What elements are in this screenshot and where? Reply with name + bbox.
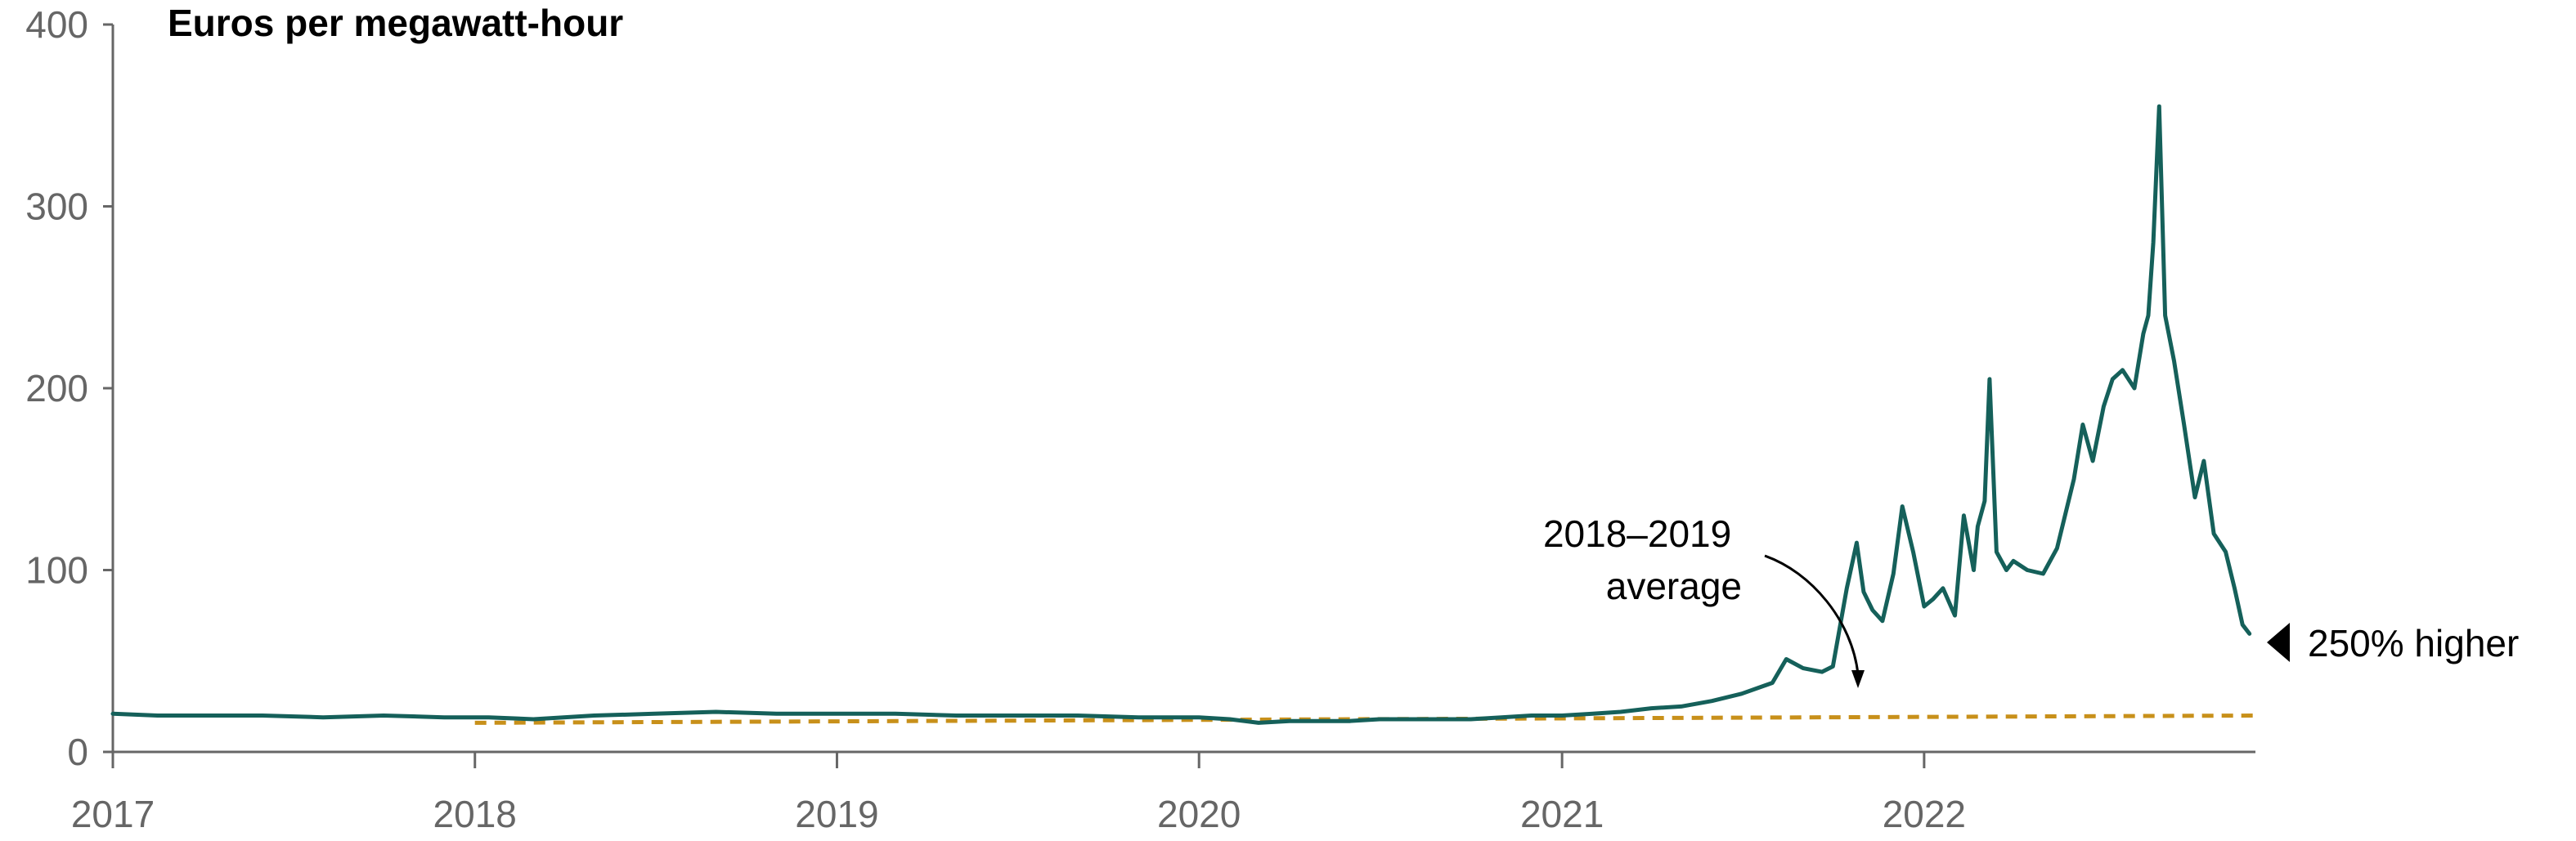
x-tick-label: 2017 [71,793,155,835]
y-tick-label: 400 [25,3,88,46]
x-ticks [111,752,1926,768]
average-annotation-arrow [1764,554,1860,675]
x-tick-label: 2020 [1157,793,1241,835]
x-tick-label: 2018 [433,793,517,835]
average-annotation-line-1: 2018–2019 [1543,512,1731,555]
y-tick-label: 100 [25,549,88,592]
change-annotation: 250% higher [2267,622,2519,664]
y-tick-labels: 0 100 200 300 400 [25,3,88,773]
series-layer [110,104,2256,725]
annotations: 2018–2019 average 250% higher [1543,512,2519,688]
x-tick-label: 2019 [795,793,878,835]
y-tick-label: 300 [25,186,88,228]
x-tick-label: 2021 [1520,793,1604,835]
change-annotation-label: 250% higher [2308,622,2519,664]
average-annotation-arrowhead [1851,670,1865,688]
x-tick-labels: 2017 2018 2019 2020 2021 2022 [71,793,1966,835]
average-annotation-label: 2018–2019 average [1543,512,1742,607]
y-ticks [103,23,113,754]
change-arrowhead [2267,623,2290,662]
y-tick-label: 200 [25,367,88,409]
y-axis: 0 100 200 300 400 Euros per megawatt-hour [25,2,623,773]
y-axis-unit-label: Euros per megawatt-hour [168,2,623,44]
average-annotation-line-2: average [1606,565,1742,607]
x-axis: 2017 2018 2019 2020 2021 2022 [71,750,2255,835]
price-line [110,104,2252,725]
y-tick-label: 0 [67,731,88,773]
average-annotation: 2018–2019 average [1543,512,1865,688]
x-tick-label: 2022 [1883,793,1966,835]
